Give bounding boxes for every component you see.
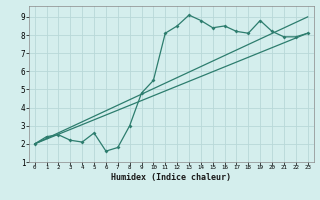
X-axis label: Humidex (Indice chaleur): Humidex (Indice chaleur): [111, 173, 231, 182]
